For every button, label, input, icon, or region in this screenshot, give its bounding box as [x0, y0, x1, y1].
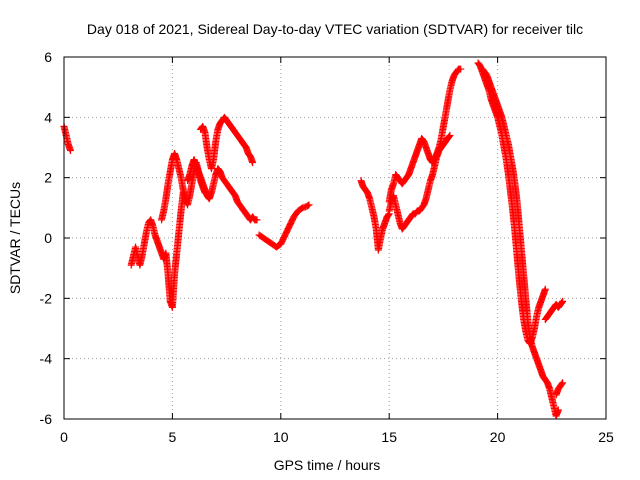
data-point	[554, 406, 562, 414]
y-tick-label: 4	[44, 109, 52, 125]
x-tick-label: 15	[381, 429, 397, 445]
data-point	[559, 379, 567, 387]
axis-ticks: 0 5 10 15 20 25 -6 -4 -2 0 2 4 6	[40, 49, 614, 445]
x-tick-label: 10	[273, 429, 289, 445]
data-points	[60, 59, 567, 420]
data-point	[558, 298, 566, 306]
y-tick-label: -6	[40, 411, 53, 427]
x-tick-label: 5	[169, 429, 177, 445]
data-point	[253, 216, 261, 224]
y-tick-label: -2	[40, 290, 53, 306]
chart-title: Day 018 of 2021, Sidereal Day-to-day VTE…	[87, 21, 583, 37]
plot-frame	[63, 56, 607, 420]
data-point	[249, 159, 257, 167]
data-point	[445, 132, 453, 140]
y-tick-label: 6	[44, 49, 52, 65]
y-axis-label: SDTVAR / TECUs	[7, 182, 23, 294]
x-tick-label: 0	[60, 429, 68, 445]
data-point	[457, 65, 465, 73]
x-axis-label: GPS time / hours	[274, 457, 381, 473]
data-point	[384, 211, 392, 219]
data-point	[304, 202, 312, 210]
x-tick-label: 25	[598, 429, 614, 445]
data-point	[305, 201, 313, 209]
data-point	[558, 380, 566, 388]
data-point	[541, 285, 549, 293]
y-tick-label: -4	[40, 351, 53, 367]
data-point	[67, 147, 75, 155]
y-tick-label: 2	[44, 170, 52, 186]
data-point	[559, 297, 567, 305]
x-tick-label: 20	[490, 429, 506, 445]
y-tick-label: 0	[44, 230, 52, 246]
data-point	[446, 131, 454, 139]
